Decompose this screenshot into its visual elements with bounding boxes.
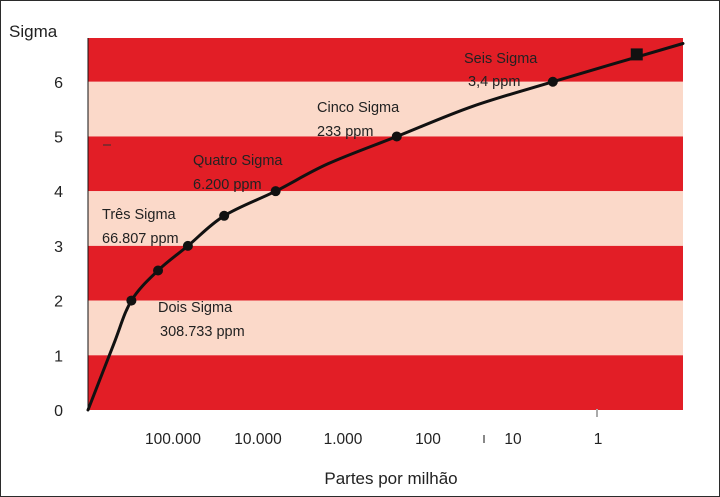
sigma-point [126,295,137,306]
y-tick-label: 5 [54,129,63,146]
y-tick-label: 6 [54,75,63,92]
end-square-marker [630,48,643,61]
annotation-seis-line2: 3,4 ppm [468,74,520,90]
sigma-point [391,131,402,142]
annotation-tres-line2: 66.807 ppm [102,231,179,247]
sigma-band [88,355,683,410]
y-tick-label: 2 [54,294,63,311]
y-axis-title: Sigma [9,22,58,41]
sigma-band [88,38,683,82]
y-tick-label: 4 [54,184,63,201]
y-tick-label: 3 [54,239,63,256]
sigma-point [219,210,230,221]
sigma-band [88,136,683,192]
sigma-band [88,300,683,356]
x-tick-label: 1 [594,431,603,448]
x-tick-label: 10.000 [234,431,282,448]
sigma-band [88,191,683,246]
annotation-seis-line1: Seis Sigma [464,51,538,67]
band-group [88,38,683,410]
annotation-quatro-line1: Quatro Sigma [193,153,283,169]
annotation-cinco-line1: Cinco Sigma [317,100,400,116]
annotation-dois-line1: Dois Sigma [158,300,233,316]
sigma-band [88,245,683,301]
x-tick-label: 100 [415,431,441,448]
x-tick-labels: 100.000 10.000 1.000 100 10 1 [145,431,602,448]
annotation-cinco-line2: 233 ppm [317,124,373,140]
sigma-point [153,265,164,276]
annotation-tres-line1: Três Sigma [102,207,177,223]
x-tick-label: 1.000 [324,431,363,448]
sigma-point [270,186,281,197]
x-axis-title: Partes por milhão [324,469,457,488]
sigma-point [182,240,193,251]
x-tick-label: 10 [504,431,522,448]
y-tick-label: 1 [54,348,63,365]
annotation-dois-line2: 308.733 ppm [160,324,245,340]
annotation-quatro-line2: 6.200 ppm [193,177,262,193]
sigma-band [88,81,683,137]
point-group [126,76,558,306]
x-tick-label: 100.000 [145,431,201,448]
y-tick-label: 0 [54,403,63,420]
sigma-point [547,76,558,87]
y-tick-labels: 0 1 2 3 4 5 6 [54,75,63,420]
